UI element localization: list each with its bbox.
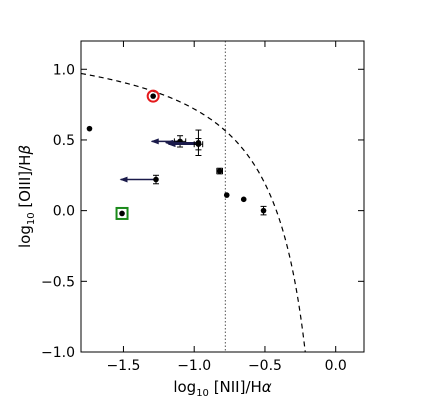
data-point <box>86 125 93 132</box>
plot-area <box>81 41 306 352</box>
data-point <box>240 196 247 203</box>
data-point <box>260 207 267 214</box>
y-tick-label: −0.5 <box>41 274 75 290</box>
data-point <box>153 176 159 183</box>
highlight-data-point <box>119 210 125 217</box>
data-point <box>223 192 230 198</box>
x-tick-label: 0.0 <box>325 358 347 374</box>
y-axis-label: log10 [OIII]/Hβ <box>16 145 37 249</box>
data-point <box>216 168 223 174</box>
highlight-circle-marker <box>146 89 160 103</box>
y-tick-label: 1.0 <box>53 62 75 78</box>
y-tick-label: 0.0 <box>53 204 75 220</box>
x-tick-label: −1.0 <box>177 358 211 374</box>
x-axis-label: log10 [NII]/Hα <box>173 378 271 399</box>
x-tick-label: −0.5 <box>248 358 282 374</box>
axes: −1.5 −1.0 −0.5 0.0 −1.0 −0.5 0.0 0.5 1.0 <box>41 40 365 374</box>
y-tick-label: −1.0 <box>41 345 75 361</box>
demarcation-curve <box>81 72 306 352</box>
highlight-square-marker <box>115 206 129 220</box>
highlight-data-point <box>150 93 156 99</box>
data-point <box>195 141 202 147</box>
x-tick-label: −1.5 <box>106 358 140 374</box>
y-tick-label: 0.5 <box>53 133 75 149</box>
plot-frame <box>80 40 365 353</box>
